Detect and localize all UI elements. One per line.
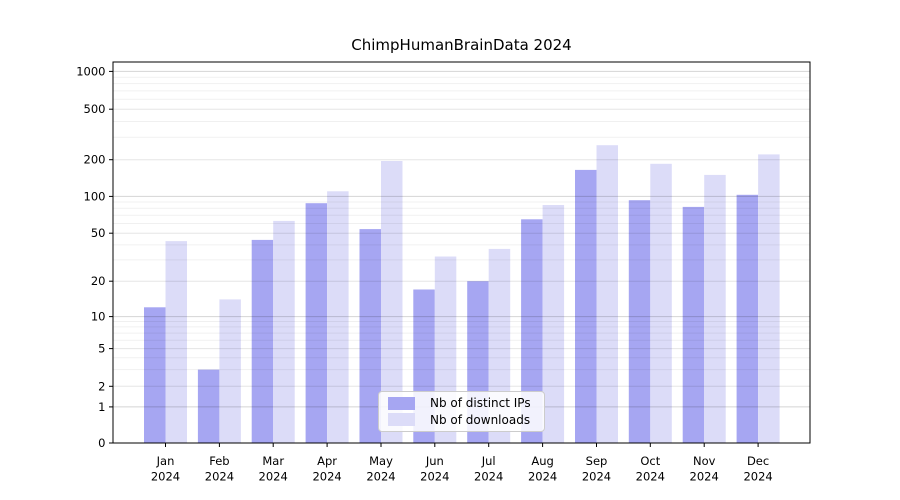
bar-mar-downloads — [273, 220, 295, 443]
y-tick-label: 0 — [98, 436, 105, 450]
y-tick-label: 2 — [98, 379, 105, 393]
x-tick-label-month: Jun — [425, 454, 444, 468]
legend-item-downloads: Nb of downloads — [388, 413, 535, 427]
x-tick-label-month: Dec — [747, 454, 769, 468]
x-tick-label-month: Oct — [640, 454, 660, 468]
x-tick-label-year: 2024 — [259, 470, 288, 484]
y-tick-label: 1 — [98, 400, 105, 414]
bar-may-downloads — [381, 161, 403, 443]
bar-dec-distinct-ips — [736, 194, 759, 443]
chart-title: ChimpHumanBrainData 2024 — [351, 36, 572, 54]
bar-aug-downloads — [542, 205, 565, 443]
x-tick-label-year: 2024 — [528, 470, 557, 484]
bar-sep-distinct-ips — [575, 169, 597, 443]
bar-oct-downloads — [650, 163, 672, 444]
legend-label-downloads: Nb of downloads — [430, 412, 531, 427]
x-tick-label-month: Aug — [531, 454, 553, 468]
x-tick-label-month: Mar — [262, 454, 284, 468]
bar-mar-distinct-ips — [251, 239, 274, 443]
plot-border — [112, 61, 811, 444]
legend-swatch-downloads — [388, 413, 415, 427]
y-tick-label: 1000 — [76, 64, 105, 78]
x-tick-label-year: 2024 — [420, 470, 449, 484]
y-tick-label: 20 — [91, 274, 106, 288]
x-tick-label-month: Jan — [156, 454, 175, 468]
x-tick-label-year: 2024 — [743, 470, 772, 484]
bar-apr-distinct-ips — [305, 203, 328, 443]
axes: 0 1 2 5 10 20 50 100 200 500 1000 Jan 2024 Feb 2024 Mar… — [76, 61, 811, 484]
y-tick-label: 5 — [98, 342, 105, 356]
x-tick-label-year: 2024 — [582, 470, 611, 484]
bar-nov-distinct-ips — [682, 206, 705, 443]
bar-sep-downloads — [596, 145, 618, 443]
x-tick-label-year: 2024 — [151, 470, 180, 484]
bar-apr-downloads — [327, 191, 349, 443]
x-tick-label-month: Apr — [317, 454, 337, 468]
bar-oct-distinct-ips — [628, 200, 651, 443]
x-tick-label-year: 2024 — [474, 470, 503, 484]
y-tick-label: 200 — [84, 153, 106, 167]
x-tick-label-year: 2024 — [690, 470, 719, 484]
x-tick-label-month: Sep — [586, 454, 608, 468]
x-tick-label-month: Jul — [481, 454, 496, 468]
y-tick-label: 100 — [84, 189, 106, 203]
bar-jan-downloads — [165, 241, 187, 443]
x-tick-label-year: 2024 — [366, 470, 395, 484]
bar-aug-distinct-ips — [521, 219, 543, 443]
x-tick-label-year: 2024 — [312, 470, 341, 484]
legend: Nb of distinct IPs Nb of downloads — [378, 391, 545, 432]
bar-may-distinct-ips — [359, 229, 381, 443]
y-tick-label: 50 — [91, 226, 106, 240]
y-tick-label: 500 — [84, 102, 106, 116]
x-tick-label-year: 2024 — [636, 470, 665, 484]
bar-dec-downloads — [758, 154, 780, 443]
bar-feb-downloads — [219, 299, 241, 443]
bar-jan-distinct-ips — [144, 307, 166, 443]
x-tick-label-year: 2024 — [205, 470, 234, 484]
bar-nov-downloads — [704, 174, 726, 443]
bar-feb-distinct-ips — [197, 369, 220, 443]
legend-swatch-distinct-ips — [388, 396, 415, 410]
x-tick-label-month: Feb — [209, 454, 229, 468]
legend-item-distinct-ips: Nb of distinct IPs — [388, 396, 535, 410]
x-tick-label-month: May — [369, 454, 393, 468]
legend-label-distinct-ips: Nb of distinct IPs — [430, 396, 531, 411]
x-tick-label-month: Nov — [693, 454, 716, 468]
y-tick-label: 10 — [91, 310, 106, 324]
